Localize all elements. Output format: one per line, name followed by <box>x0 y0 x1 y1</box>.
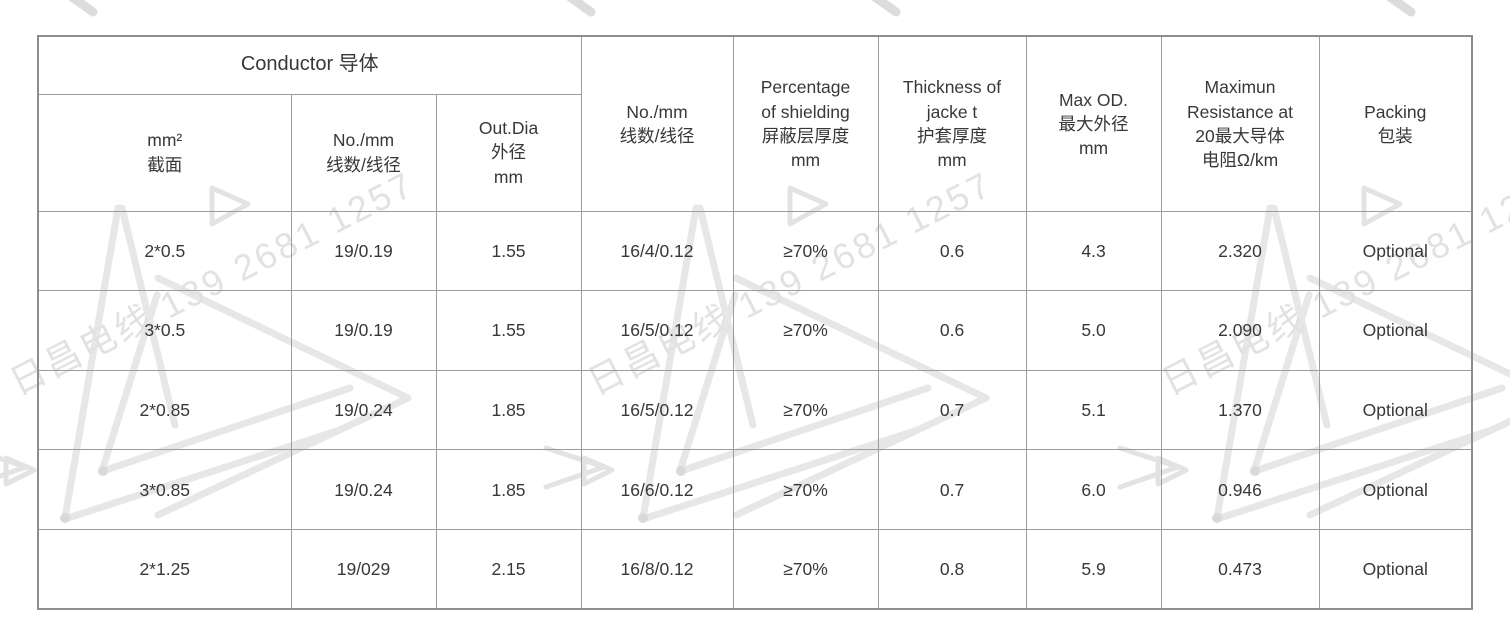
header-out-dia: Out.Dia 外径 mm <box>435 93 582 212</box>
table-cell: 19/0.19 <box>290 290 437 371</box>
table-cell: 2*0.5 <box>37 210 292 292</box>
header-shielding: Percentage of shielding 屏蔽层厚度 mm <box>732 35 879 212</box>
table-cell: 19/0.24 <box>290 369 437 451</box>
table-cell: 5.9 <box>1025 528 1162 610</box>
table-cell: 0.7 <box>877 449 1027 530</box>
header-group-row: Conductor 导体 No./mm 线数/线径 Percentage of … <box>37 35 1473 212</box>
table-cell: 16/5/0.12 <box>580 290 734 371</box>
table-cell: 0.6 <box>877 290 1027 371</box>
table-cell: 2.15 <box>435 528 582 610</box>
watermark-small-triangle-icon <box>3 455 37 487</box>
table-cell: 6.0 <box>1025 449 1162 530</box>
table-cell: 2*1.25 <box>37 528 292 610</box>
table-cell: 1.55 <box>435 210 582 292</box>
table-cell: 2*0.85 <box>37 369 292 451</box>
watermark-top-stubs <box>68 0 1416 17</box>
spec-table: Conductor 导体 No./mm 线数/线径 Percentage of … <box>37 35 1474 610</box>
table-cell: ≥70% <box>732 449 879 530</box>
table-cell: 16/8/0.12 <box>580 528 734 610</box>
header-no-mm-shield: No./mm 线数/线径 <box>580 35 734 212</box>
header-sub-row: mm² 截面 No./mm 线数/线径 Out.Dia 外径 mm <box>37 93 1472 212</box>
table-cell: Optional <box>1318 449 1473 530</box>
table-cell: 5.1 <box>1025 369 1162 451</box>
header-jacket-thickness: Thickness of jacke t 护套厚度 mm <box>877 35 1027 212</box>
table-cell: 0.946 <box>1160 449 1320 530</box>
table-cell: 3*0.5 <box>37 290 292 371</box>
table-cell: 1.85 <box>435 449 582 530</box>
table-cell: 5.0 <box>1025 290 1162 371</box>
header-mm2: mm² 截面 <box>37 93 292 212</box>
table-cell: ≥70% <box>732 369 879 451</box>
table-header: Conductor 导体 No./mm 线数/线径 Percentage of … <box>37 35 1473 212</box>
table-cell: 19/0.24 <box>290 449 437 530</box>
table-cell: 19/0.19 <box>290 210 437 292</box>
watermark-small-chevron-icon <box>0 455 29 479</box>
table-cell: Optional <box>1318 369 1473 451</box>
table-cell: 2.320 <box>1160 210 1320 292</box>
table-cell: ≥70% <box>732 528 879 610</box>
header-no-mm-conductor: No./mm 线数/线径 <box>290 93 437 212</box>
table-cell: ≥70% <box>732 290 879 371</box>
table-cell: 4.3 <box>1025 210 1162 292</box>
header-max-od: Max OD. 最大外径 mm <box>1025 35 1162 212</box>
table-cell: Optional <box>1318 210 1473 292</box>
table-cell: 0.8 <box>877 528 1027 610</box>
table-row: 2*1.25 19/029 2.15 16/8/0.12 ≥70% 0.8 5.9 0.473… <box>37 528 1473 610</box>
table-row: 3*0.5 19/0.19 1.55 16/5/0.12 ≥70% 0.6 5.0 2.090… <box>37 290 1473 371</box>
table-body: 2*0.5 19/0.19 1.55 16/4/0.12 ≥70% 0.6 4.3 2.320… <box>37 210 1473 610</box>
table-cell: Optional <box>1318 290 1473 371</box>
table-cell: ≥70% <box>732 210 879 292</box>
table-cell: 0.6 <box>877 210 1027 292</box>
table-row: 2*0.85 19/0.24 1.85 16/5/0.12 ≥70% 0.7 5.1 1.37… <box>37 369 1473 451</box>
table-cell: 2.090 <box>1160 290 1320 371</box>
table-cell: 3*0.85 <box>37 449 292 530</box>
table-cell: 16/4/0.12 <box>580 210 734 292</box>
table-row: 3*0.85 19/0.24 1.85 16/6/0.12 ≥70% 0.7 6.0 0.94… <box>37 449 1473 530</box>
table-cell: 1.55 <box>435 290 582 371</box>
table-cell: 0.7 <box>877 369 1027 451</box>
header-conductor-group: Conductor 导体 <box>37 35 582 95</box>
table-cell: 16/5/0.12 <box>580 369 734 451</box>
header-resistance: Maximun Resistance at 20最大导体 电阻Ω/km <box>1160 35 1320 212</box>
table-cell: 19/029 <box>290 528 437 610</box>
table-cell: 16/6/0.12 <box>580 449 734 530</box>
table-cell: Optional <box>1318 528 1473 610</box>
table-cell: 1.370 <box>1160 369 1320 451</box>
table-cell: 1.85 <box>435 369 582 451</box>
table-cell: 0.473 <box>1160 528 1320 610</box>
header-packing: Packing 包装 <box>1318 35 1473 212</box>
table-row: 2*0.5 19/0.19 1.55 16/4/0.12 ≥70% 0.6 4.3 2.320… <box>37 210 1473 292</box>
